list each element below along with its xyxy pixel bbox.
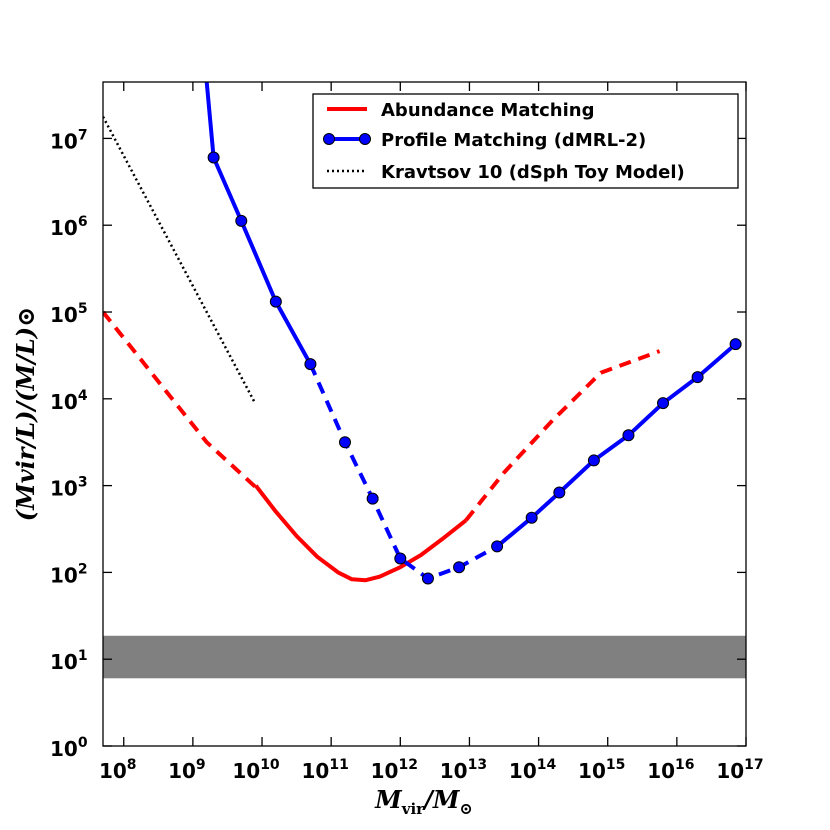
data-point [421,572,434,585]
y-tick-label: 107 [50,127,88,153]
legend-marker-profile-matching [359,133,371,145]
data-point [269,295,282,308]
data-point [729,338,742,351]
y-tick-label: 101 [50,648,88,674]
series-line-0-segment-0 [103,310,258,489]
x-tick-label: 1010 [232,757,280,783]
legend-marker-profile-matching [323,133,335,145]
x-tick-label: 1017 [716,757,763,783]
data-point [587,454,600,467]
data-point [657,397,670,410]
x-tick-label: 1011 [301,757,348,783]
legend-box [312,93,739,189]
y-tick-label: 100 [50,735,88,761]
y-tick-label: 103 [50,475,88,501]
data-point [366,492,379,505]
data-point [394,552,407,565]
data-point [235,214,248,227]
x-tick-label: 1013 [440,757,487,783]
data-point [207,151,220,164]
tick-layer: 108 109 1010 1011 1012 1013 1014 1015 1016 1017 10… [50,82,764,783]
legend-label-abundance-matching: Abundance Matching [381,100,594,121]
series-line-0-segment-1 [254,484,468,583]
series-line-1-segment-2 [495,342,737,548]
data-point [525,511,538,524]
x-tick-label: 1016 [647,757,694,783]
x-tick-label: 1015 [578,757,625,783]
reference-band [103,635,746,679]
x-axis-title: Mvir/M⊙ [374,785,473,818]
y-tick-label: 105 [50,301,88,327]
y-axis-title: (Mvir/L)/(M/L)⊙ [11,307,40,521]
data-point [491,540,504,553]
data-point [553,486,566,499]
y-tick-label: 102 [50,561,88,587]
x-tick-label: 108 [99,757,137,783]
series-line-2-segment-0 [103,116,257,404]
data-point [453,561,466,574]
plot-background [103,82,746,746]
series-line-0-segment-2 [464,349,661,522]
legend-label-kravtsov: Kravtsov 10 (dSph Toy Model) [381,162,685,183]
y-tick-label: 104 [50,388,88,414]
x-tick-label: 1014 [509,757,557,783]
marker-layer [207,151,742,585]
legend: Abundance Matching Profile Matching (dMR… [312,93,739,189]
x-tick-label: 1012 [371,757,418,783]
legend-label-profile-matching: Profile Matching (dMRL-2) [381,130,646,151]
plot-frame [102,81,747,747]
data-point [622,429,635,442]
band-layer [103,635,746,679]
data-point [338,436,351,449]
data-point [304,358,317,371]
y-tick-label: 106 [50,214,88,240]
x-tick-label: 109 [168,757,206,783]
data-point [691,371,704,384]
